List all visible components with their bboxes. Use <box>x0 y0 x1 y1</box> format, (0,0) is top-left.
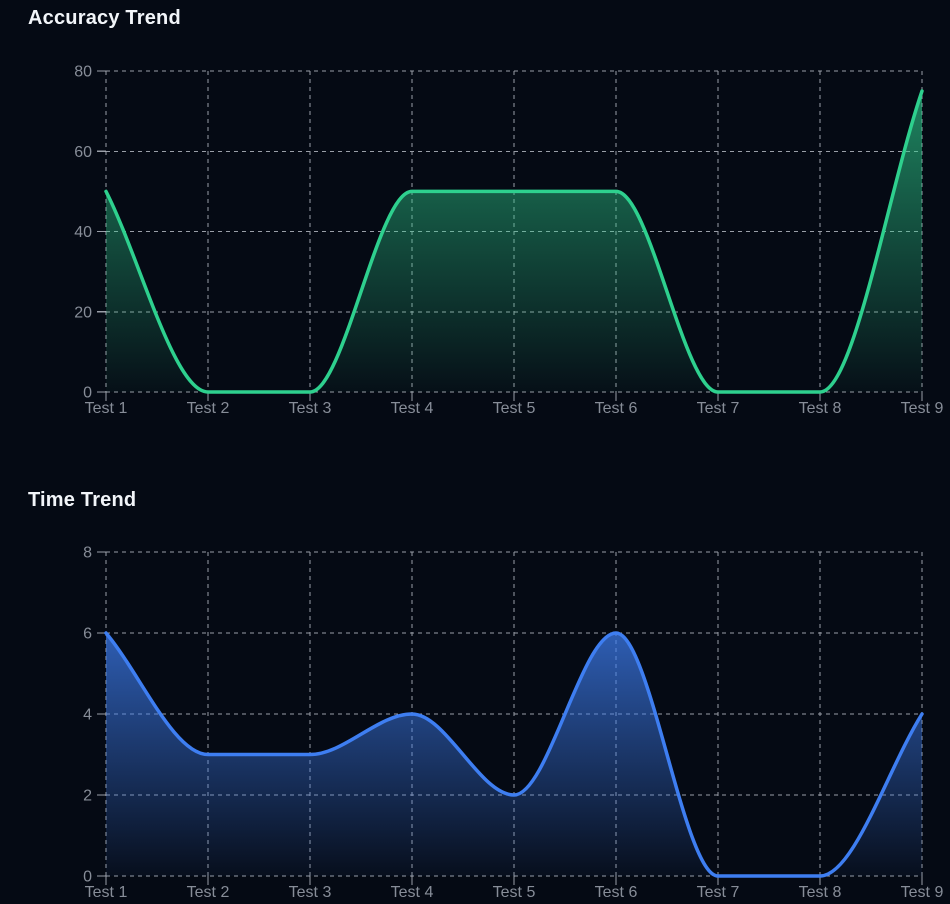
y-tick-label: 60 <box>74 144 92 161</box>
x-tick-label: Test 2 <box>187 400 230 417</box>
time-trend-title: Time Trend <box>28 489 137 511</box>
y-tick-label: 0 <box>83 869 92 886</box>
x-tick-label: Test 8 <box>799 400 842 417</box>
accuracy-trend-title: Accuracy Trend <box>28 7 181 29</box>
trend-line <box>104 631 924 878</box>
y-tick-label: 20 <box>74 304 92 321</box>
x-tick-label: Test 8 <box>799 884 842 901</box>
y-axis-labels: 0 20 40 60 80 <box>74 64 92 402</box>
x-tick-label: Test 3 <box>289 884 332 901</box>
y-tick-label: 80 <box>74 64 92 81</box>
x-tick-label: Test 6 <box>595 400 638 417</box>
trend-line <box>104 89 924 394</box>
x-axis-labels: Test 1 Test 2 Test 3 Test 4 Test 5 Test 6 Test… <box>85 884 944 901</box>
x-axis-labels: Test 1 Test 2 Test 3 Test 4 Test 5 Test 6 Test… <box>85 400 944 417</box>
x-tick-label: Test 2 <box>187 884 230 901</box>
x-tick-label: Test 1 <box>85 400 128 417</box>
x-tick-label: Test 9 <box>901 884 944 901</box>
y-tick-label: 8 <box>83 545 92 562</box>
x-tick-label: Test 7 <box>697 400 740 417</box>
y-axis-labels: 0 2 4 6 8 <box>83 545 92 886</box>
area-fill <box>106 633 922 876</box>
y-tick-label: 0 <box>83 385 92 402</box>
y-tick-label: 4 <box>83 707 92 724</box>
x-tick-label: Test 6 <box>595 884 638 901</box>
area-fill <box>106 91 922 392</box>
y-tick-label: 2 <box>83 788 92 805</box>
x-tick-label: Test 4 <box>391 400 434 417</box>
x-tick-label: Test 9 <box>901 400 944 417</box>
y-tick-label: 40 <box>74 224 92 241</box>
y-tick-label: 6 <box>83 626 92 643</box>
x-tick-label: Test 5 <box>493 884 536 901</box>
x-tick-label: Test 3 <box>289 400 332 417</box>
x-tick-label: Test 5 <box>493 400 536 417</box>
x-tick-label: Test 1 <box>85 884 128 901</box>
x-tick-label: Test 7 <box>697 884 740 901</box>
x-tick-label: Test 4 <box>391 884 434 901</box>
